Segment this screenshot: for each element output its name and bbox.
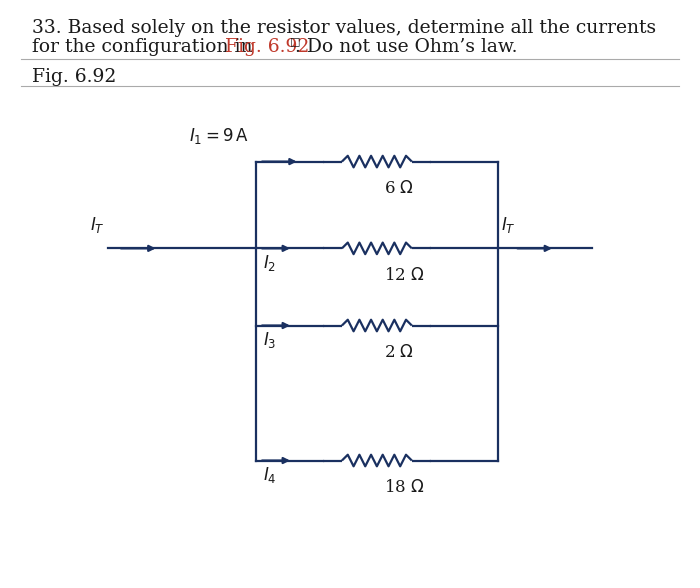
Text: $I_T$: $I_T$ (501, 215, 516, 235)
Text: for the configuration in: for the configuration in (32, 38, 258, 56)
Text: 6 $\Omega$: 6 $\Omega$ (384, 180, 414, 197)
Text: $I_1 = 9\,\mathrm{A}$: $I_1 = 9\,\mathrm{A}$ (190, 126, 249, 146)
Text: □: □ (290, 36, 300, 46)
Text: $I_4$: $I_4$ (262, 465, 276, 485)
Text: $I_3$: $I_3$ (262, 330, 276, 350)
Text: $I_2$: $I_2$ (262, 253, 276, 273)
Text: Fig. 6.92: Fig. 6.92 (32, 68, 116, 86)
Text: $I_T$: $I_T$ (90, 215, 105, 235)
Text: 2 $\Omega$: 2 $\Omega$ (384, 344, 414, 361)
Text: 12 $\Omega$: 12 $\Omega$ (384, 267, 424, 283)
Text: 33. Based solely on the resistor values, determine all the currents: 33. Based solely on the resistor values,… (32, 19, 656, 37)
Text: Fig. 6.92: Fig. 6.92 (225, 38, 310, 56)
Text: 18 $\Omega$: 18 $\Omega$ (384, 479, 424, 496)
Text: . Do not use Ohm’s law.: . Do not use Ohm’s law. (295, 38, 518, 56)
